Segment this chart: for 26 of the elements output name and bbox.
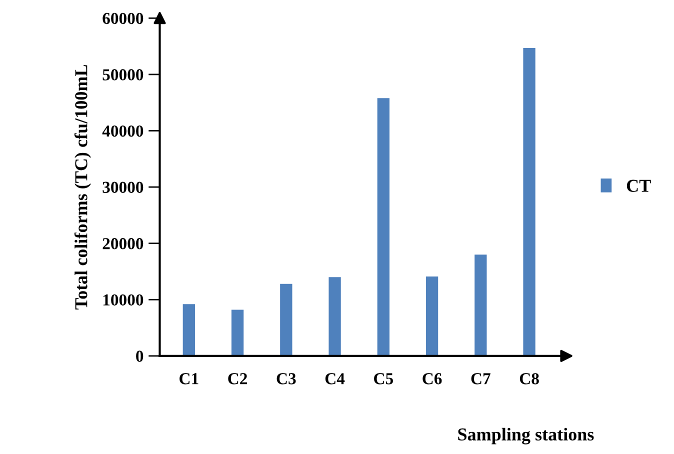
y-tick-label: 0 — [136, 350, 144, 362]
bar — [474, 254, 487, 356]
x-tick-label: C6 — [422, 373, 442, 384]
y-axis-title: Total coliforms (TC) cfu/100mL — [74, 65, 91, 310]
y-tick-label: 40000 — [102, 125, 144, 137]
y-tick-label: 50000 — [102, 69, 144, 80]
y-tick-label: 30000 — [102, 182, 144, 193]
y-tick-label: 10000 — [103, 294, 144, 306]
x-tick-label: C2 — [228, 373, 248, 384]
x-tick-label: C5 — [374, 373, 393, 384]
x-tick-label: C3 — [276, 373, 296, 384]
bar — [328, 277, 341, 356]
legend-label: CT — [626, 180, 651, 192]
y-tick-label: 20000 — [102, 238, 144, 250]
y-tick-label: 60000 — [102, 12, 144, 24]
x-tick-label: C4 — [325, 373, 345, 384]
bar — [280, 284, 292, 356]
x-tick-label: C7 — [471, 373, 490, 384]
bar — [231, 310, 244, 356]
bar — [182, 304, 195, 356]
x-axis-title: Sampling stations — [458, 428, 594, 444]
x-tick-label: C8 — [520, 373, 539, 384]
bar — [426, 276, 438, 356]
bar — [377, 98, 390, 356]
bar — [523, 48, 536, 356]
x-tick-label: C1 — [180, 373, 198, 384]
